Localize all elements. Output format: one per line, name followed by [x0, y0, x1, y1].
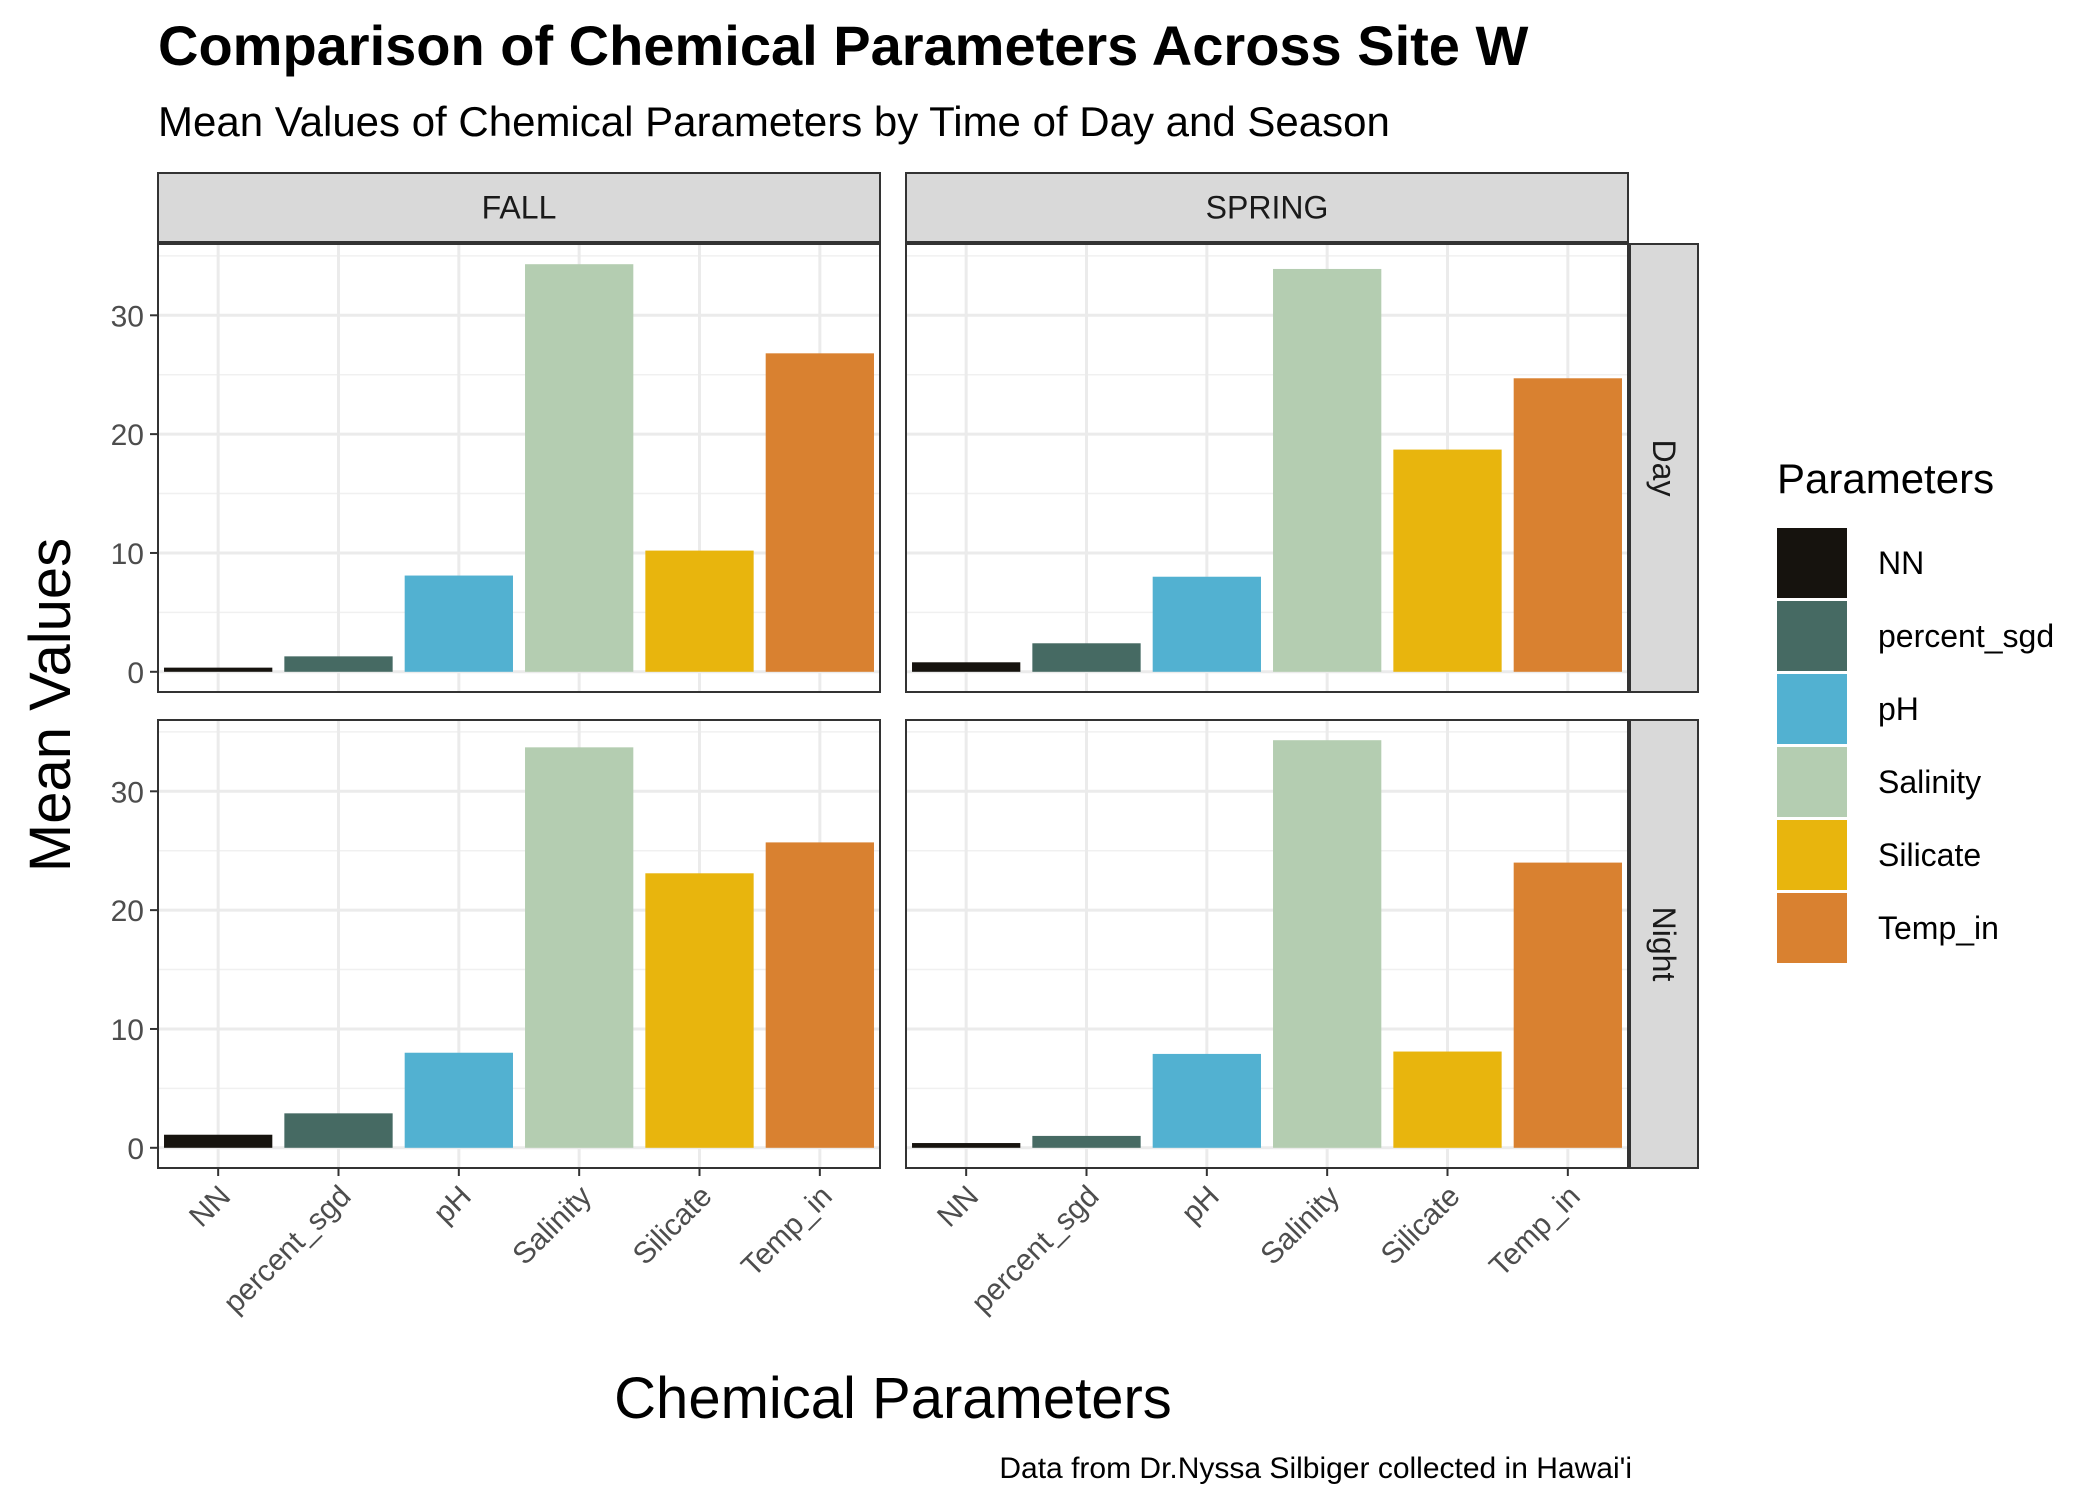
panel-background — [906, 244, 1628, 692]
bar-temp-in — [765, 353, 874, 672]
bar-percent-sgd — [1032, 1135, 1141, 1148]
strip-label-spring: SPRING — [1206, 190, 1329, 226]
x-tick-label-ph: pH — [1175, 1180, 1225, 1230]
panel-spring-day: SPRING Day — [905, 172, 1699, 693]
strip-night — [1629, 719, 1699, 1169]
bar-silicate — [645, 873, 754, 1148]
bar-salinity — [525, 747, 634, 1148]
chart-subtitle: Mean Values of Chemical Parameters by Ti… — [158, 98, 1390, 145]
x-tick-label-salinity: Salinity — [506, 1180, 598, 1272]
legend-item-temp-in: Temp_in — [1777, 893, 1999, 963]
bar-percent-sgd — [284, 1113, 393, 1148]
legend-title: Parameters — [1777, 455, 1994, 502]
legend-label-percent-sgd: percent_sgd — [1878, 618, 2054, 654]
y-tick-label: 0 — [127, 657, 144, 690]
strip-spring — [905, 172, 1629, 243]
strip-label-day: Day — [1646, 440, 1682, 497]
bar-salinity — [525, 264, 634, 672]
strip-day — [1629, 243, 1699, 693]
panel-background — [158, 720, 880, 1168]
legend-item-nn: NN — [1777, 528, 1924, 598]
bar-salinity — [1273, 268, 1382, 672]
x-tick-label-temp-in: Temp_in — [1483, 1180, 1587, 1284]
strip-fall — [157, 172, 881, 243]
y-tick-label: 10 — [111, 538, 144, 571]
legend-label-ph: pH — [1878, 691, 1919, 727]
y-axis-title: Mean Values — [18, 538, 83, 872]
x-axis-title: Chemical Parameters — [614, 1366, 1172, 1431]
bar-temp-in — [1513, 862, 1622, 1148]
x-tick-label-percent-sgd: percent_sgd — [965, 1180, 1105, 1320]
panel-border — [905, 719, 1629, 1169]
y-tick-label: 0 — [127, 1133, 144, 1166]
legend-swatch-temp-in — [1777, 893, 1847, 963]
bar-ph — [404, 1052, 513, 1148]
strip-label-fall: FALL — [482, 190, 557, 226]
bar-temp-in — [1513, 378, 1622, 672]
bar-ph — [1152, 1053, 1261, 1148]
bar-salinity — [1273, 740, 1382, 1148]
panel-border — [905, 243, 1629, 693]
caption: Data from Dr.Nyssa Silbiger collected in… — [999, 1452, 1632, 1485]
x-tick-label-ph: pH — [427, 1180, 477, 1230]
bar-silicate — [1393, 449, 1502, 672]
bar-nn — [912, 1143, 1021, 1148]
x-tick-label-silicate: Silicate — [627, 1180, 719, 1272]
x-tick-label-silicate: Silicate — [1375, 1180, 1467, 1272]
x-tick-label-nn: NN — [931, 1180, 985, 1234]
legend-label-salinity: Salinity — [1878, 764, 1981, 800]
x-tick-label-temp-in: Temp_in — [735, 1180, 839, 1284]
y-tick-label: 10 — [111, 1014, 144, 1047]
legend-label-temp-in: Temp_in — [1878, 910, 1999, 946]
bar-ph — [404, 575, 513, 672]
legend-label-silicate: Silicate — [1878, 837, 1981, 873]
legend-swatch-ph — [1777, 674, 1847, 744]
legend-item-ph: pH — [1777, 674, 1919, 744]
legend-label-nn: NN — [1878, 545, 1924, 581]
legend-swatch-percent-sgd — [1777, 601, 1847, 671]
strip-label-night: Night — [1646, 907, 1682, 982]
legend-swatch-salinity — [1777, 747, 1847, 817]
panel-background — [158, 244, 880, 692]
bar-temp-in — [765, 842, 874, 1148]
legend-item-salinity: Salinity — [1777, 747, 1981, 817]
bar-silicate — [1393, 1051, 1502, 1148]
bar-ph — [1152, 576, 1261, 672]
x-tick-label-salinity: Salinity — [1254, 1180, 1346, 1272]
bar-nn — [164, 1134, 273, 1148]
x-tick-label-percent-sgd: percent_sgd — [217, 1180, 357, 1320]
x-tick-label-nn: NN — [183, 1180, 237, 1234]
legend-swatch-nn — [1777, 528, 1847, 598]
panel-border — [157, 243, 881, 693]
y-tick-label: 30 — [111, 776, 144, 809]
y-tick-label: 30 — [111, 300, 144, 333]
y-tick-label: 20 — [111, 419, 144, 452]
bar-percent-sgd — [1032, 643, 1141, 672]
y-tick-label: 20 — [111, 895, 144, 928]
bar-silicate — [645, 550, 754, 672]
legend-item-silicate: Silicate — [1777, 820, 1981, 890]
legend-item-percent-sgd: percent_sgd — [1777, 601, 2054, 671]
bar-nn — [912, 662, 1021, 672]
panel-background — [906, 720, 1628, 1168]
legend-swatch-silicate — [1777, 820, 1847, 890]
panel-fall-day: FALL 0 10 20 30 — [111, 172, 881, 693]
legend: Parameters NN percent_sgd pH Salinity Silica… — [1777, 455, 2054, 963]
chart-title: Comparison of Chemical Parameters Across… — [158, 14, 1529, 77]
bar-nn — [164, 667, 273, 672]
plot-area: FALL0102030SPRINGDay0102030NNpercent_sgd… — [111, 172, 1699, 1320]
panel-border — [157, 719, 881, 1169]
bar-percent-sgd — [284, 656, 393, 672]
